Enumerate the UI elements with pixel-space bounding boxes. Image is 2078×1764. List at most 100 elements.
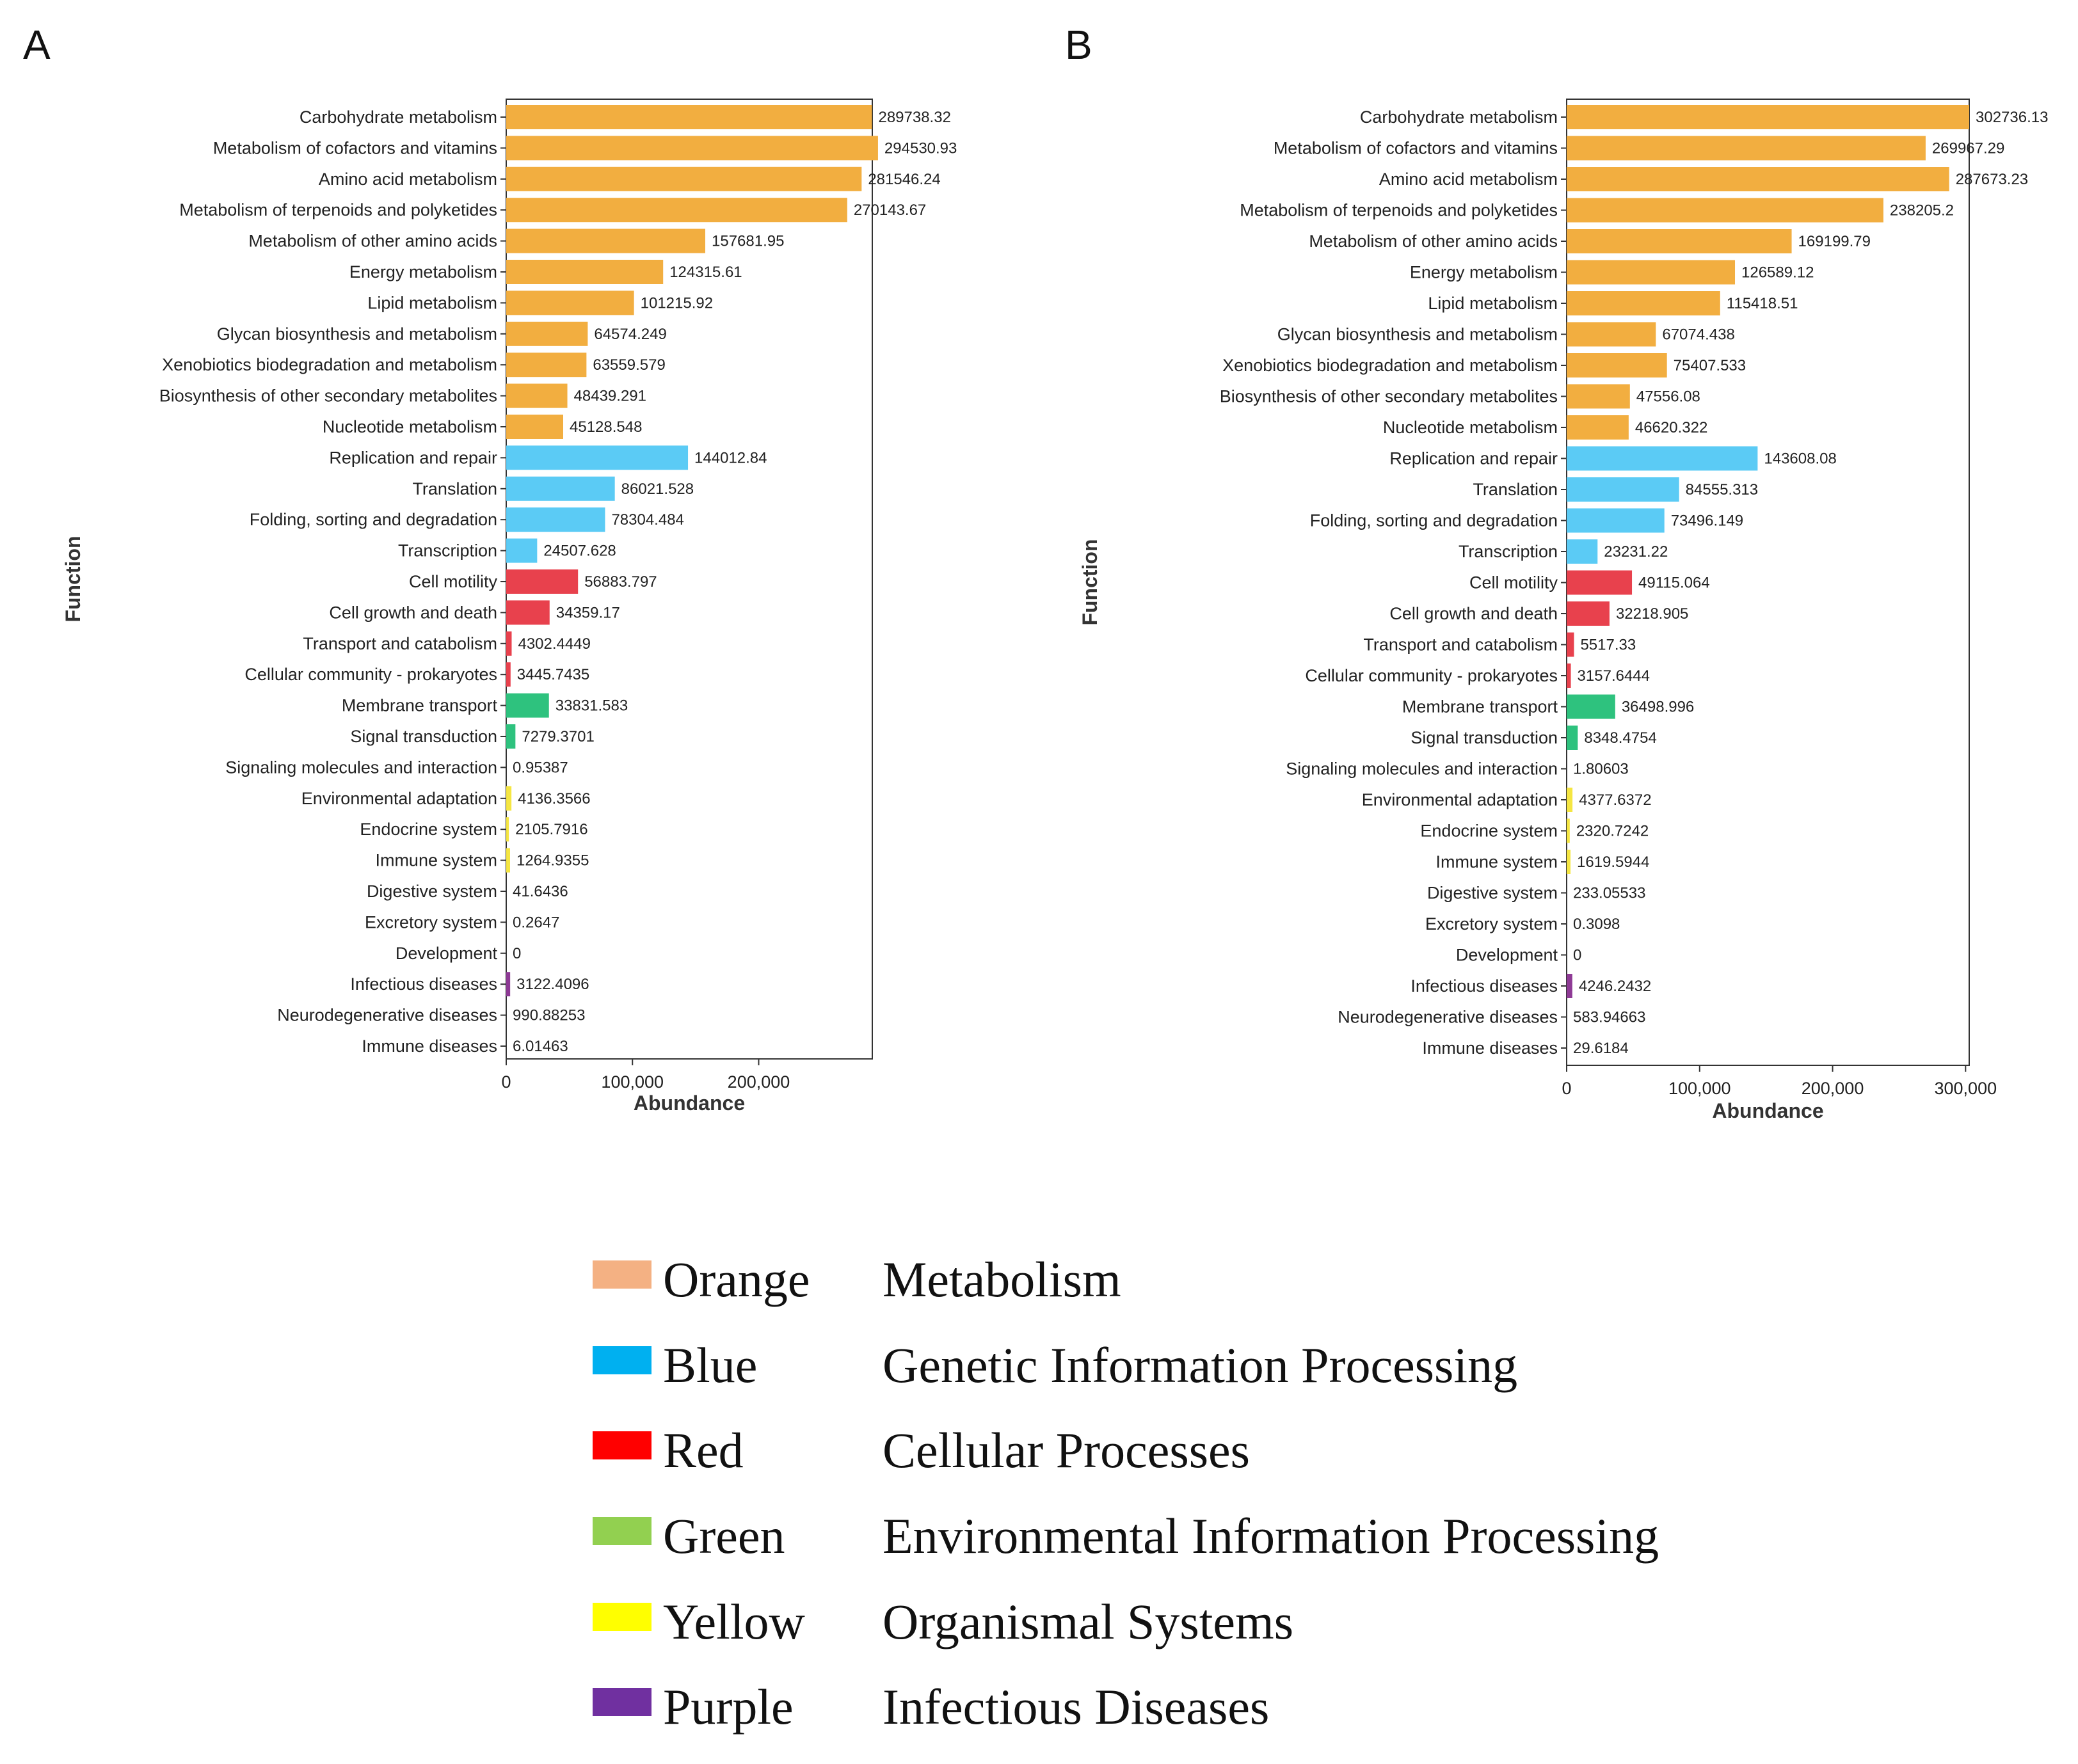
value-label-digestive-system: 233.05533 <box>1573 885 1645 902</box>
value-label-transcription: 24507.628 <box>543 543 616 560</box>
value-label-immune-diseases: 6.01463 <box>513 1038 568 1055</box>
value-label-signaling-molecules-and-interaction: 1.80603 <box>1573 761 1629 778</box>
legend-color-name: Orange <box>663 1251 810 1307</box>
category-label-signal-transduction: Signal transduction <box>1411 728 1558 747</box>
category-label-immune-system: Immune system <box>1435 852 1558 871</box>
legend-row-orange: Orange Metabolism <box>593 1251 2001 1337</box>
x-tick-label: 300,000 <box>1935 1079 1997 1098</box>
bar-translation <box>506 476 615 501</box>
category-label-signal-transduction: Signal transduction <box>350 727 497 746</box>
category-label-energy-metabolism: Energy metabolism <box>1410 263 1558 282</box>
bar-amino-acid-metabolism <box>1567 167 1949 191</box>
value-label-signaling-molecules-and-interaction: 0.95387 <box>513 759 568 776</box>
value-label-metabolism-of-other-amino-acids: 169199.79 <box>1798 233 1871 250</box>
bar-folding-sorting-and-degradation <box>1567 508 1665 533</box>
bar-metabolism-of-cofactors-and-vitamins <box>1567 136 1926 161</box>
bar-translation <box>1567 477 1679 502</box>
category-label-transcription: Transcription <box>398 541 497 560</box>
bar-environmental-adaptation <box>506 786 512 811</box>
value-label-biosynthesis-of-other-secondary-metabolites: 47556.08 <box>1636 388 1700 406</box>
category-label-cell-growth-and-death: Cell growth and death <box>1389 604 1558 623</box>
value-label-lipid-metabolism: 115418.51 <box>1727 295 1798 312</box>
value-label-immune-diseases: 29.6184 <box>1573 1040 1629 1057</box>
legend-row-blue: Blue Genetic Information Processing <box>593 1337 2001 1422</box>
value-label-excretory-system: 0.2647 <box>513 914 559 931</box>
bar-transport-and-catabolism <box>506 631 512 656</box>
legend-color-name: Blue <box>663 1337 758 1393</box>
value-label-membrane-transport: 33831.583 <box>555 697 628 715</box>
category-label-glycan-biosynthesis-and-metabolism: Glycan biosynthesis and metabolism <box>1277 325 1558 344</box>
value-label-cell-growth-and-death: 34359.17 <box>556 604 620 621</box>
category-label-metabolism-of-terpenoids-and-polyketides: Metabolism of terpenoids and polyketides <box>179 200 497 219</box>
legend-color-name: Purple <box>663 1679 794 1735</box>
category-label-folding-sorting-and-degradation: Folding, sorting and degradation <box>250 510 497 529</box>
category-label-translation: Translation <box>412 479 497 498</box>
chart-a: Carbohydrate metabolism 289738.32 Metaboli… <box>61 99 957 1115</box>
value-label-endocrine-system: 2105.7916 <box>515 821 587 838</box>
value-label-immune-system: 1619.5944 <box>1577 854 1649 871</box>
bar-cellular-community-prokaryotes <box>506 662 511 687</box>
category-label-transcription: Transcription <box>1459 542 1558 561</box>
category-label-digestive-system: Digestive system <box>367 882 497 901</box>
value-label-development: 0 <box>1573 947 1581 964</box>
category-label-amino-acid-metabolism: Amino acid metabolism <box>319 170 497 189</box>
bar-cellular-community-prokaryotes <box>1567 663 1571 688</box>
value-label-amino-acid-metabolism: 281546.24 <box>868 171 940 188</box>
value-label-replication-and-repair: 144012.84 <box>694 449 767 466</box>
bar-membrane-transport <box>506 693 549 718</box>
category-label-signaling-molecules-and-interaction: Signaling molecules and interaction <box>1286 759 1558 779</box>
bar-metabolism-of-terpenoids-and-polyketides <box>1567 198 1883 223</box>
category-label-glycan-biosynthesis-and-metabolism: Glycan biosynthesis and metabolism <box>217 324 497 344</box>
category-label-excretory-system: Excretory system <box>365 912 497 932</box>
bar-replication-and-repair <box>506 445 689 470</box>
value-label-digestive-system: 41.6436 <box>513 883 568 900</box>
legend-row-green: Green Environmental Information Processi… <box>593 1507 2001 1593</box>
value-label-cell-growth-and-death: 32218.905 <box>1616 605 1688 623</box>
bar-infectious-diseases <box>506 972 511 997</box>
value-label-signal-transduction: 8348.4754 <box>1584 729 1656 747</box>
value-label-transcription: 23231.22 <box>1604 543 1668 560</box>
bar-amino-acid-metabolism <box>506 166 862 191</box>
category-label-biosynthesis-of-other-secondary-metabolites: Biosynthesis of other secondary metaboli… <box>1220 387 1558 406</box>
value-label-cellular-community-prokaryotes: 3157.6444 <box>1578 667 1650 685</box>
category-label-metabolism-of-other-amino-acids: Metabolism of other amino acids <box>1309 232 1558 251</box>
value-label-biosynthesis-of-other-secondary-metabolites: 48439.291 <box>574 388 646 405</box>
legend-meaning: Cellular Processes <box>883 1422 1251 1478</box>
bar-energy-metabolism <box>1567 260 1736 285</box>
bar-transport-and-catabolism <box>1567 632 1574 657</box>
bar-membrane-transport <box>1567 694 1615 719</box>
bar-replication-and-repair <box>1567 446 1758 471</box>
value-label-glycan-biosynthesis-and-metabolism: 67074.438 <box>1662 326 1734 344</box>
bar-cell-motility <box>1567 570 1633 595</box>
legend-row-yellow: Yellow Organismal Systems <box>593 1593 2001 1679</box>
bar-metabolism-of-cofactors-and-vitamins <box>506 136 878 161</box>
value-label-signal-transduction: 7279.3701 <box>522 728 594 745</box>
value-label-cell-motility: 49115.064 <box>1638 575 1710 592</box>
category-label-cell-growth-and-death: Cell growth and death <box>329 603 497 622</box>
value-label-metabolism-of-cofactors-and-vitamins: 269967.29 <box>1932 140 2004 157</box>
category-label-environmental-adaptation: Environmental adaptation <box>301 789 497 808</box>
bar-endocrine-system <box>1567 818 1570 843</box>
bar-glycan-biosynthesis-and-metabolism <box>506 321 588 346</box>
bar-carbohydrate-metabolism <box>506 105 872 129</box>
value-label-cellular-community-prokaryotes: 3445.7435 <box>517 666 589 683</box>
bar-energy-metabolism <box>506 260 664 284</box>
legend-row-purple: Purple Infectious Diseases <box>593 1678 2001 1764</box>
category-label-metabolism-of-cofactors-and-vitamins: Metabolism of cofactors and vitamins <box>1274 139 1558 158</box>
value-label-metabolism-of-cofactors-and-vitamins: 294530.93 <box>884 139 957 157</box>
category-label-immune-diseases: Immune diseases <box>362 1037 497 1056</box>
x-tick-label: 100,000 <box>601 1072 664 1092</box>
value-label-metabolism-of-other-amino-acids: 157681.95 <box>712 233 784 250</box>
legend-meaning: Metabolism <box>883 1251 1121 1307</box>
category-label-translation: Translation <box>1473 480 1558 499</box>
panel-label-b: B <box>1065 22 1092 68</box>
category-label-energy-metabolism: Energy metabolism <box>349 262 497 282</box>
value-label-energy-metabolism: 126589.12 <box>1741 264 1814 282</box>
legend-meaning: Environmental Information Processing <box>883 1508 1659 1564</box>
y-axis-title: Function <box>61 536 84 622</box>
x-axis-title: Abundance <box>1712 1099 1823 1122</box>
bar-nucleotide-metabolism <box>1567 415 1629 440</box>
category-label-development: Development <box>396 944 498 963</box>
bar-transcription <box>1567 539 1598 564</box>
value-label-metabolism-of-terpenoids-and-polyketides: 238205.2 <box>1890 202 1954 219</box>
